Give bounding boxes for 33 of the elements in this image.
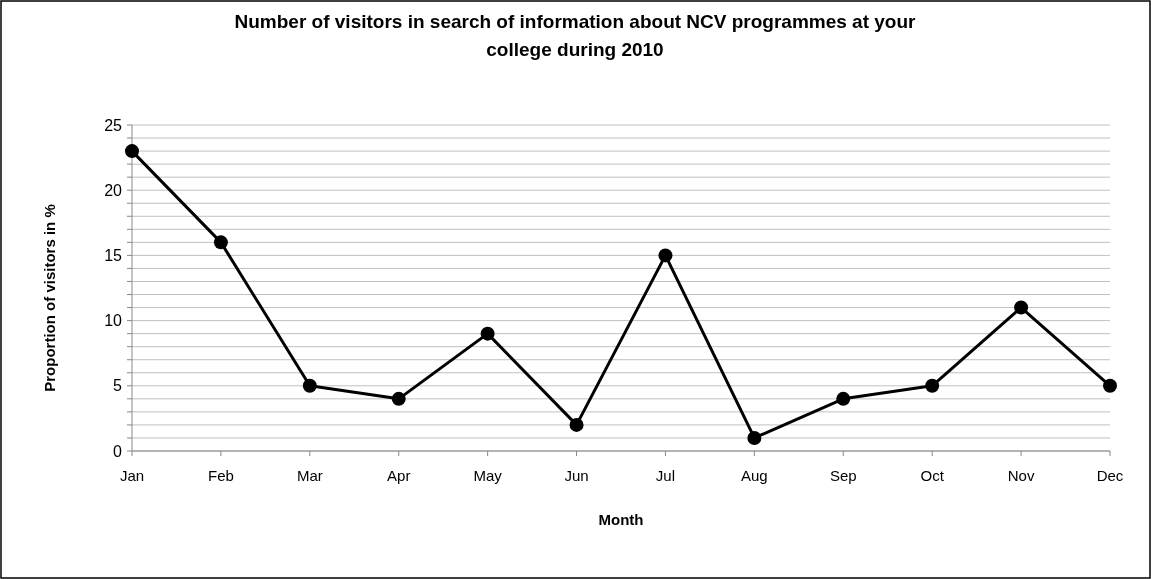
chart-title: Number of visitors in search of information about NCV programmes at your college during 2010	[234, 11, 917, 60]
point	[925, 378, 940, 393]
point	[1014, 300, 1029, 315]
x-tick-label: Jan	[119, 467, 145, 484]
y-tick-label: 5	[113, 377, 123, 395]
x-tick-label: Sep	[829, 467, 857, 484]
y-tick-label: 10	[104, 312, 123, 330]
x-tick-label: Jun	[564, 467, 589, 484]
x-tick-label: Aug	[741, 467, 768, 484]
point	[391, 391, 406, 406]
y-tick-label: 15	[104, 247, 123, 264]
point	[480, 326, 495, 341]
point	[836, 391, 851, 406]
point	[658, 248, 673, 263]
point	[747, 430, 762, 445]
x-tick-label: May	[473, 467, 503, 484]
point	[213, 235, 228, 250]
point	[125, 144, 139, 159]
x-tick-label: Mar	[296, 467, 323, 484]
x-axis-title: Month	[598, 511, 644, 528]
x-tick-label: Jul	[655, 467, 676, 484]
x-tick-label: Dec	[1096, 467, 1124, 484]
point	[1103, 378, 1117, 393]
y-axis-title: Proportion of visitors in %	[41, 204, 58, 392]
y-tick-label: 20	[104, 181, 123, 199]
x-tick-label: Apr	[387, 467, 411, 484]
point	[302, 378, 317, 393]
point	[569, 417, 584, 432]
y-tick-label: 0	[113, 442, 123, 460]
x-tick-label: Nov	[1007, 467, 1035, 484]
x-tick-label: Feb	[207, 467, 234, 484]
y-tick-label: 25	[104, 116, 123, 134]
x-tick-label: Oct	[920, 467, 945, 484]
